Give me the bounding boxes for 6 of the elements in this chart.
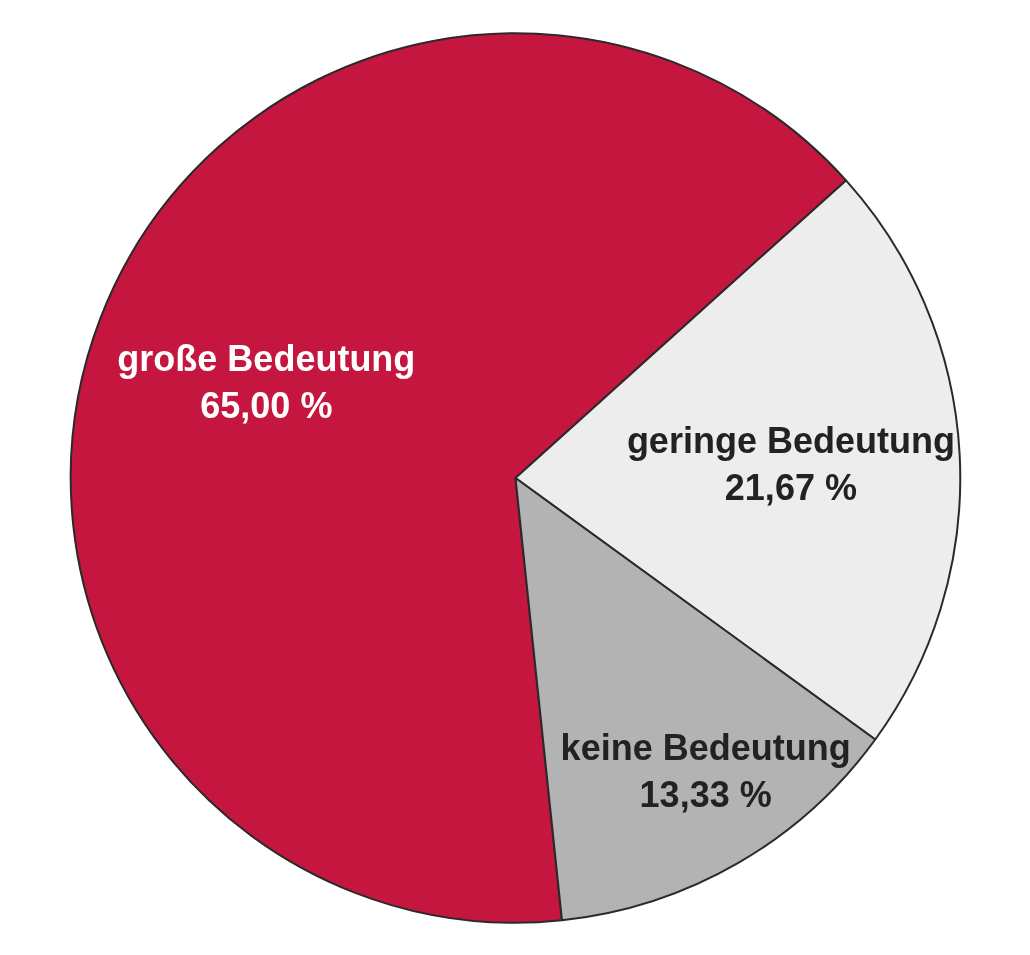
slice-label: keine Bedeutung [560, 726, 851, 768]
slice-label: geringe Bedeutung [626, 419, 955, 461]
data-label: 13,33 % [639, 773, 772, 815]
slice-label: große Bedeutung [117, 338, 416, 380]
data-label: 65,00 % [200, 385, 333, 427]
data-label: 21,67 % [724, 466, 857, 508]
